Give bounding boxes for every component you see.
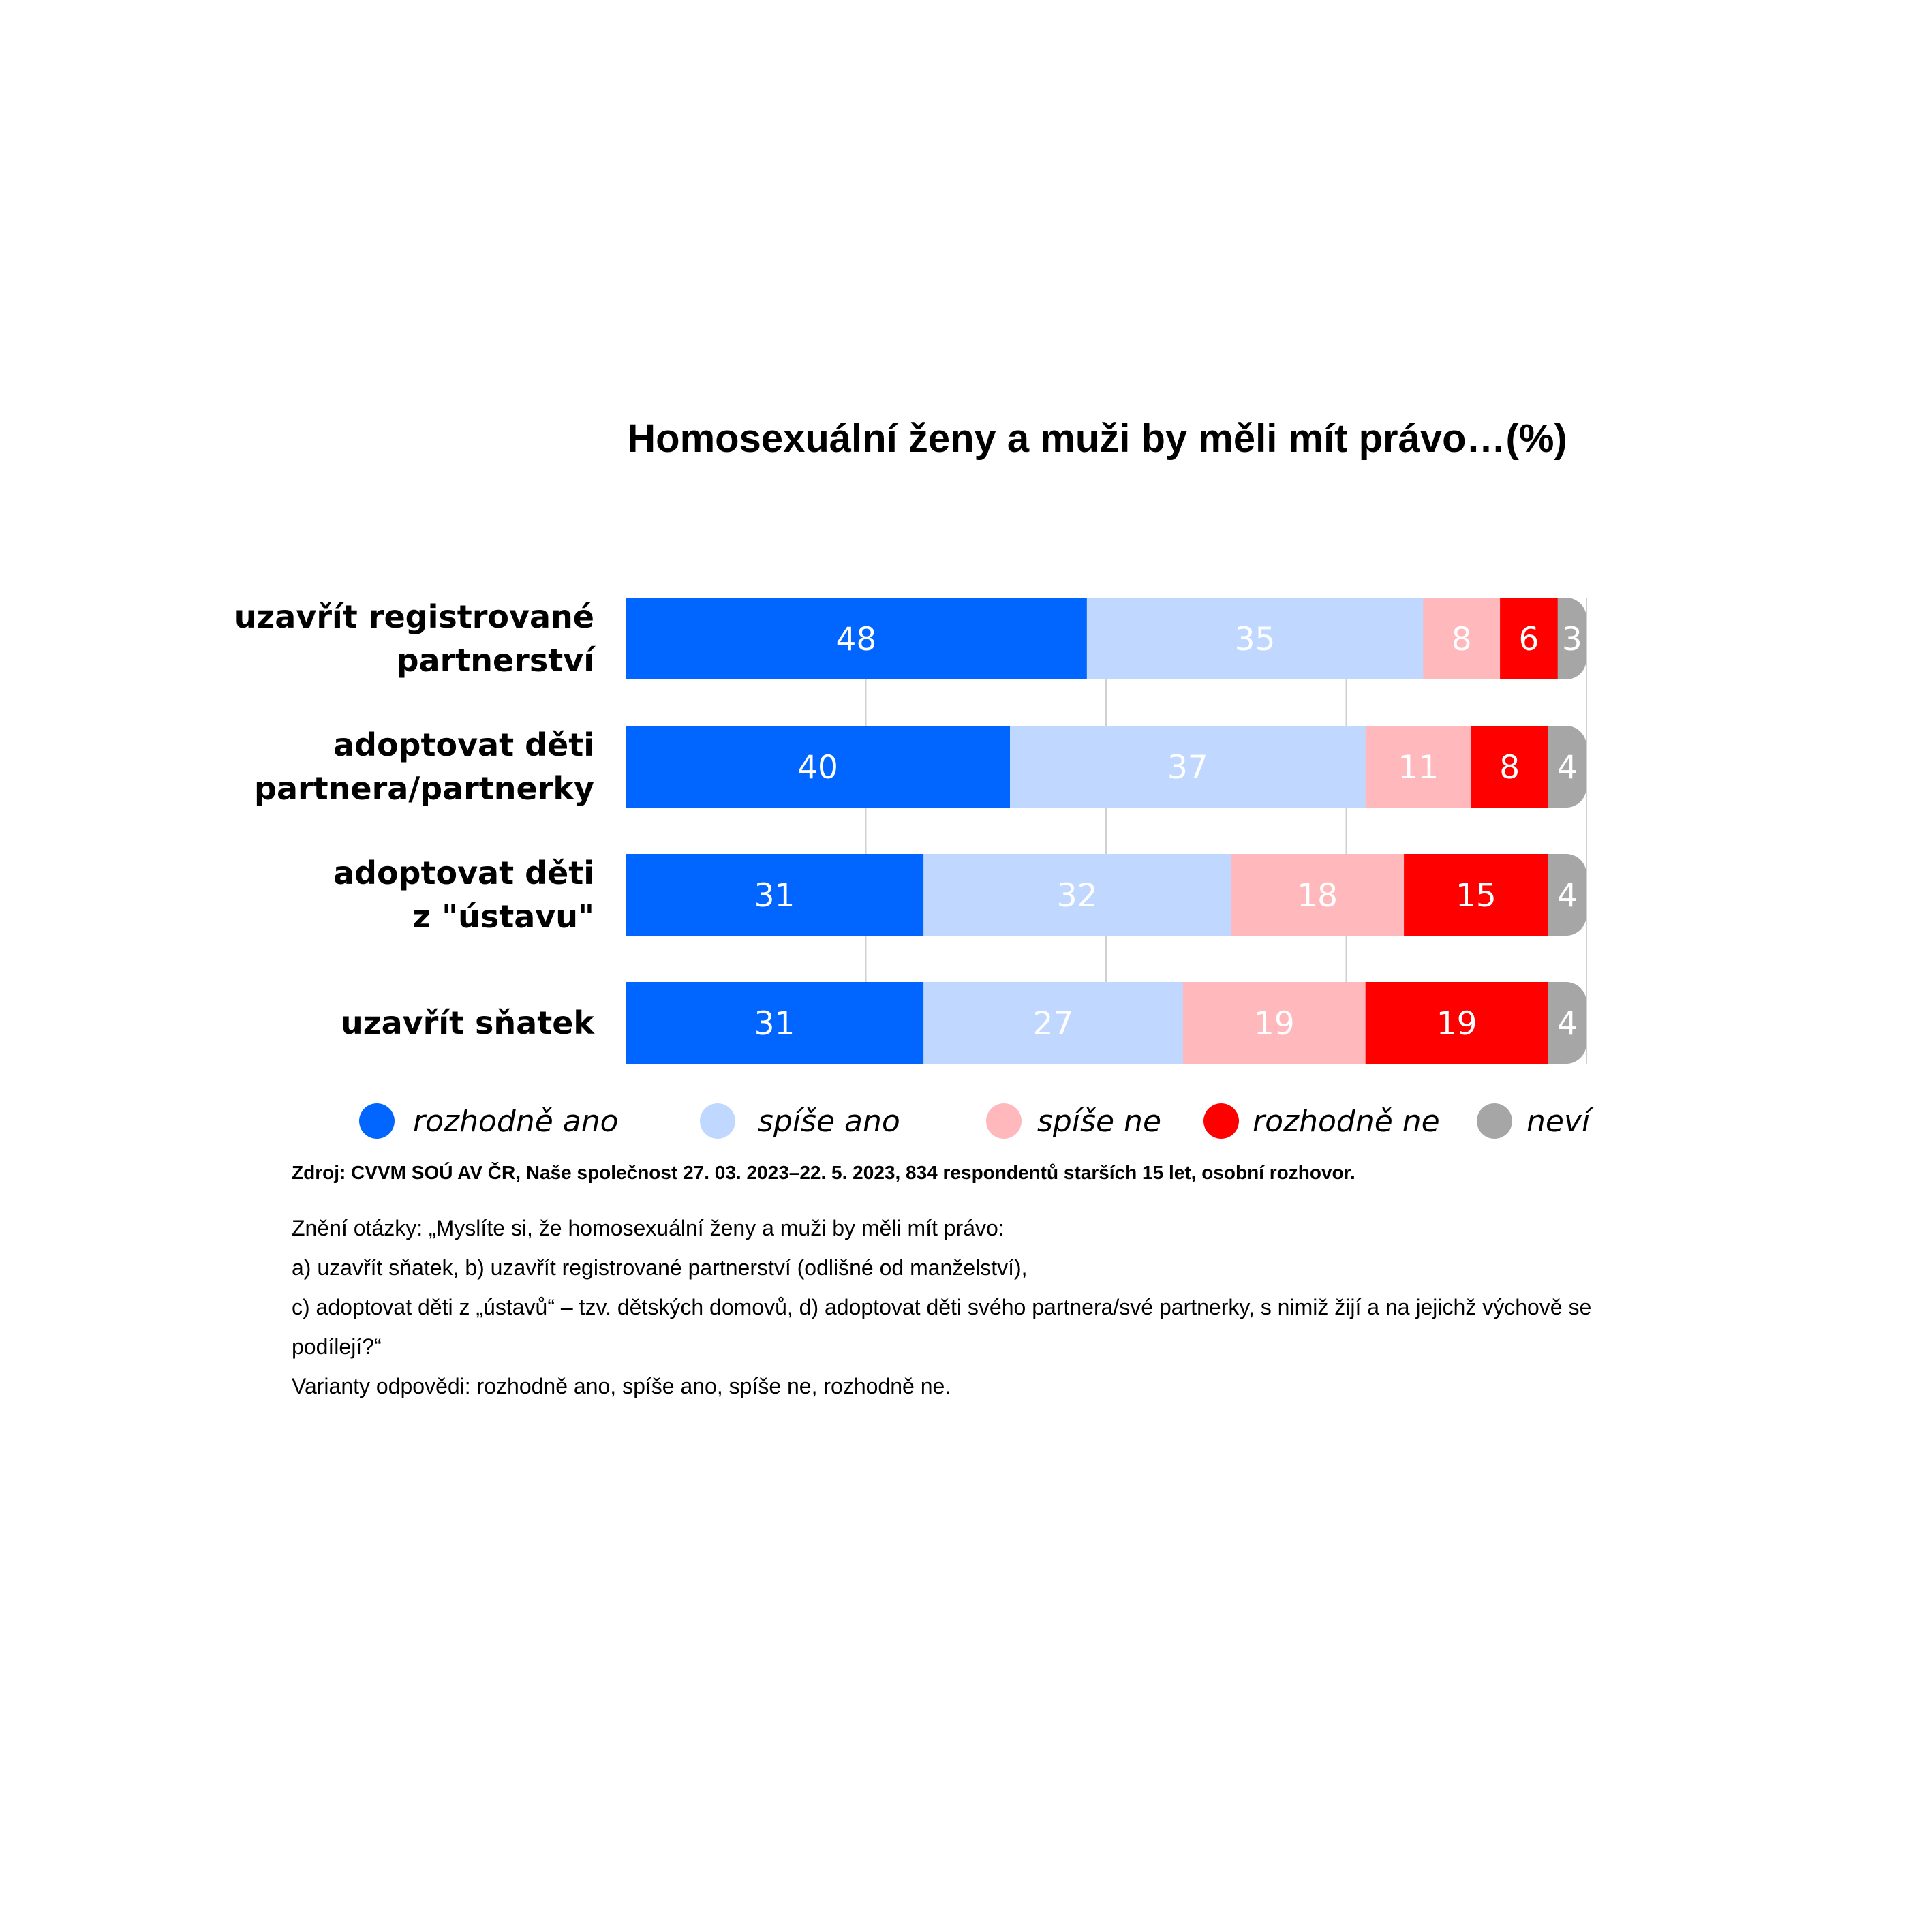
category-label: uzavřít registrované [234,598,594,635]
legend-swatch [1477,1103,1512,1139]
data-label: 48 [835,621,876,658]
bar-segment [1423,598,1501,679]
bar-segment [1182,982,1366,1064]
data-label: 4 [1557,877,1578,915]
bar-segment [1548,854,1586,936]
bar-segment [1231,854,1405,936]
chart-title: Homosexuální ženy a muži by měli mít prá… [627,416,1567,461]
bar-segment [1557,598,1586,679]
data-label: 35 [1235,621,1276,658]
legend-label: spíše ano [758,1104,900,1139]
data-label: 18 [1297,877,1338,915]
legend-swatch [700,1103,735,1139]
bar-segment [923,982,1184,1064]
bar-segment [626,726,1011,808]
question-line: Znění otázky: „Myslíte si, že homosexuál… [292,1216,1005,1240]
legend-swatch [359,1103,395,1139]
data-label: 15 [1456,877,1497,915]
bar-segment [1548,982,1586,1064]
bar-segment [1404,854,1549,936]
data-label: 40 [797,749,838,786]
data-label: 8 [1452,621,1472,658]
data-label: 19 [1254,1005,1295,1043]
category-label: partnera/partnerky [254,770,594,807]
question-line: c) adoptovat děti z „ústavů“ – tzv. děts… [292,1295,1592,1319]
category-label: adoptovat děti [333,726,594,763]
category-label: adoptovat děti [333,855,594,891]
data-label: 4 [1557,1005,1578,1043]
data-label: 11 [1398,749,1439,786]
data-label: 32 [1057,877,1098,915]
bar-segment [1086,598,1424,679]
bar-segment [1471,726,1549,808]
legend-label: rozhodně ano [413,1104,619,1139]
bar-segment [1500,598,1559,679]
data-label: 6 [1518,621,1539,658]
bar-segment [923,854,1231,936]
question-line: a) uzavřít sňatek, b) uzavřít registrova… [292,1255,1028,1280]
data-label: 4 [1557,749,1578,786]
source-note: Zdroj: CVVM SOÚ AV ČR, Naše společnost 2… [292,1162,1355,1183]
data-label: 8 [1499,749,1520,786]
bar-segment [1010,726,1366,808]
bar-segment [626,982,924,1064]
bar-segment [1548,726,1586,808]
bars: 48 35 8 6 340 37 11 8 431 32 18 15 431 27 19 19 4 [626,598,1586,1064]
legend-swatch [1203,1103,1239,1139]
category-labels: uzavřít registrované partnerství adoptovat… [234,598,596,1041]
legend-label: rozhodně ne [1253,1104,1440,1139]
data-label: 27 [1033,1005,1074,1043]
category-label: partnerství [397,642,596,679]
bar-segment [626,598,1088,679]
bar-segment [626,854,924,936]
category-label: z "ústavu" [412,898,594,935]
data-label: 31 [754,1005,795,1043]
bar-segment [1365,982,1549,1064]
data-label: 19 [1437,1005,1477,1043]
question-line: podílejí?“ [292,1334,382,1359]
legend-label: spíše ne [1037,1104,1161,1139]
bar-segment [1365,726,1472,808]
category-label: uzavřít sňatek [341,1005,595,1041]
chart-notes: Zdroj: CVVM SOÚ AV ČR, Naše společnost 2… [292,1162,1723,1406]
legend-swatch [986,1103,1022,1139]
data-label: 37 [1167,749,1208,786]
question-line: Varianty odpovědi: rozhodně ano, spíše a… [292,1374,951,1398]
data-label: 3 [1562,621,1582,658]
legend-label: neví [1527,1104,1594,1139]
legend: rozhodně ano spíše ano spíše ne rozhodně ne… [359,1103,1594,1139]
data-label: 31 [754,877,795,915]
